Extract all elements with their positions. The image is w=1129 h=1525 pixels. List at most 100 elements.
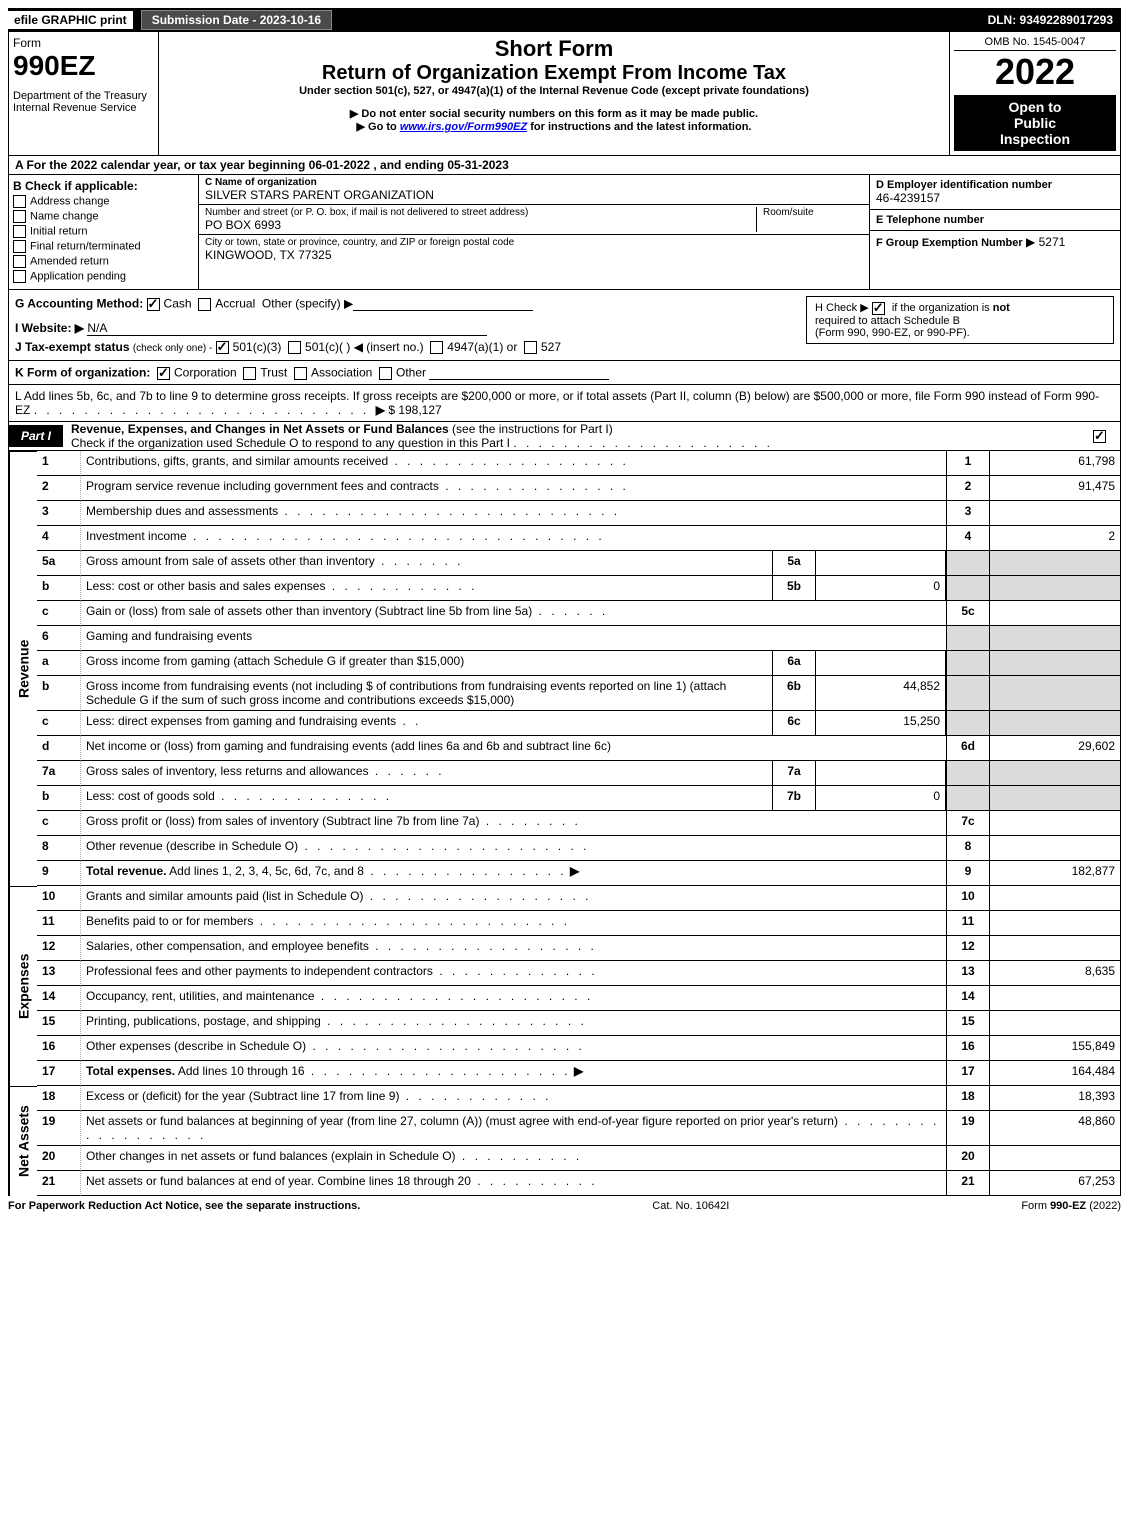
line-6-desc: Gaming and fundraising events [81,626,946,651]
checkbox-initial-return[interactable]: Initial return [13,225,194,238]
line-8-endno: 8 [946,836,990,861]
line-6b-midval: 44,852 [816,676,946,711]
line-6c-endval-shade [990,711,1120,736]
section-e-label: E Telephone number [876,214,1114,226]
section-j-sub: (check only one) - [133,343,212,354]
line-5c-desc: Gain or (loss) from sale of assets other… [81,601,946,626]
checkbox-trust[interactable] [243,367,256,380]
line-1-endno: 1 [946,451,990,476]
checkbox-amended-return[interactable]: Amended return [13,255,194,268]
line-14-no: 14 [37,986,81,1011]
checkbox-address-change[interactable]: Address change [13,195,194,208]
line-19-endno: 19 [946,1111,990,1146]
line-5a-endval-shade [990,551,1120,576]
line-6-endval-shade [990,626,1120,651]
checkbox-accrual[interactable] [198,298,211,311]
section-h: H Check ▶ if the organization is not req… [806,296,1114,344]
checkbox-501c[interactable] [288,341,301,354]
checkbox-application-pending[interactable]: Application pending [13,270,194,283]
line-7b-endno-shade [946,786,990,811]
checkbox-4947[interactable] [430,341,443,354]
line-15-value [990,1011,1120,1036]
line-18-endno: 18 [946,1086,990,1111]
line-6a-endval-shade [990,651,1120,676]
checkbox-schedule-o[interactable] [1093,430,1106,443]
line-6a-no: a [37,651,81,676]
line-3-value [990,501,1120,526]
line-8-value [990,836,1120,861]
line-5a-desc: Gross amount from sale of assets other t… [81,551,772,576]
section-g-label: G Accounting Method: [15,297,143,311]
revenue-vertical-label: Revenue [9,451,37,886]
ein-value: 46-4239157 [876,191,1114,205]
other-org-input[interactable] [429,365,609,380]
dept-label: Department of the Treasury [13,90,154,102]
checkbox-assoc[interactable] [294,367,307,380]
group-exemption-value: ▶ 5271 [1026,235,1065,249]
line-3-desc: Membership dues and assessments . . . . … [81,501,946,526]
section-b: B Check if applicable: Address change Na… [9,175,199,289]
line-5b-endval-shade [990,576,1120,601]
line-11-no: 11 [37,911,81,936]
line-14-value [990,986,1120,1011]
line-7b-midno: 7b [772,786,816,811]
section-d-label: D Employer identification number [876,179,1114,191]
checkbox-other-org[interactable] [379,367,392,380]
submission-date-button[interactable]: Submission Date - 2023-10-16 [141,10,332,30]
line-9-no: 9 [37,861,81,886]
checkbox-cash[interactable] [147,298,160,311]
checkbox-final-return[interactable]: Final return/terminated [13,240,194,253]
line-18-no: 18 [37,1086,81,1111]
line-7a-no: 7a [37,761,81,786]
header-right: OMB No. 1545-0047 2022 Open to Public In… [950,32,1120,155]
line-6c-endno-shade [946,711,990,736]
checkbox-h[interactable] [872,302,885,315]
section-j-label: J Tax-exempt status [15,340,130,354]
line-6-no: 6 [37,626,81,651]
checkbox-501c3[interactable] [216,341,229,354]
footer-center: Cat. No. 10642I [652,1200,729,1212]
line-7a-desc: Gross sales of inventory, less returns a… [81,761,772,786]
line-6b-midno: 6b [772,676,816,711]
city-value: KINGWOOD, TX 77325 [205,248,863,262]
info-grid: B Check if applicable: Address change Na… [8,175,1121,290]
section-h-line3: (Form 990, 990-EZ, or 990-PF). [815,327,970,339]
website-value: N/A [87,321,487,336]
line-6d-value: 29,602 [990,736,1120,761]
irs-link[interactable]: www.irs.gov/Form990EZ [400,121,527,133]
section-i-label: I Website: ▶ [15,321,84,335]
bullet-2-pre: ▶ Go to [357,121,400,133]
line-6a-midval [816,651,946,676]
line-5a-no: 5a [37,551,81,576]
line-1-no: 1 [37,451,81,476]
other-method-input[interactable] [353,296,533,311]
public-1: Open to [956,99,1114,115]
netassets-vertical-label: Net Assets [9,1086,37,1196]
checkbox-527[interactable] [524,341,537,354]
line-18-value: 18,393 [990,1086,1120,1111]
line-5a-midval [816,551,946,576]
line-6b-endval-shade [990,676,1120,711]
line-18-desc: Excess or (deficit) for the year (Subtra… [81,1086,946,1111]
line-16-no: 16 [37,1036,81,1061]
line-13-no: 13 [37,961,81,986]
line-19-desc: Net assets or fund balances at beginning… [81,1111,946,1146]
line-7b-desc: Less: cost of goods sold . . . . . . . .… [81,786,772,811]
footer-left: For Paperwork Reduction Act Notice, see … [8,1200,360,1212]
line-9-value: 182,877 [990,861,1120,886]
part-1-table: Revenue 1 Contributions, gifts, grants, … [8,451,1121,1196]
checkbox-name-change[interactable]: Name change [13,210,194,223]
line-13-desc: Professional fees and other payments to … [81,961,946,986]
line-14-endno: 14 [946,986,990,1011]
line-12-desc: Salaries, other compensation, and employ… [81,936,946,961]
line-15-endno: 15 [946,1011,990,1036]
checkbox-corp[interactable] [157,367,170,380]
line-5c-value [990,601,1120,626]
part-1-header: Part I Revenue, Expenses, and Changes in… [8,422,1121,451]
line-5b-midval: 0 [816,576,946,601]
line-6c-midno: 6c [772,711,816,736]
line-6d-endno: 6d [946,736,990,761]
line-6a-desc: Gross income from gaming (attach Schedul… [81,651,772,676]
line-5c-endno: 5c [946,601,990,626]
line-7c-no: c [37,811,81,836]
